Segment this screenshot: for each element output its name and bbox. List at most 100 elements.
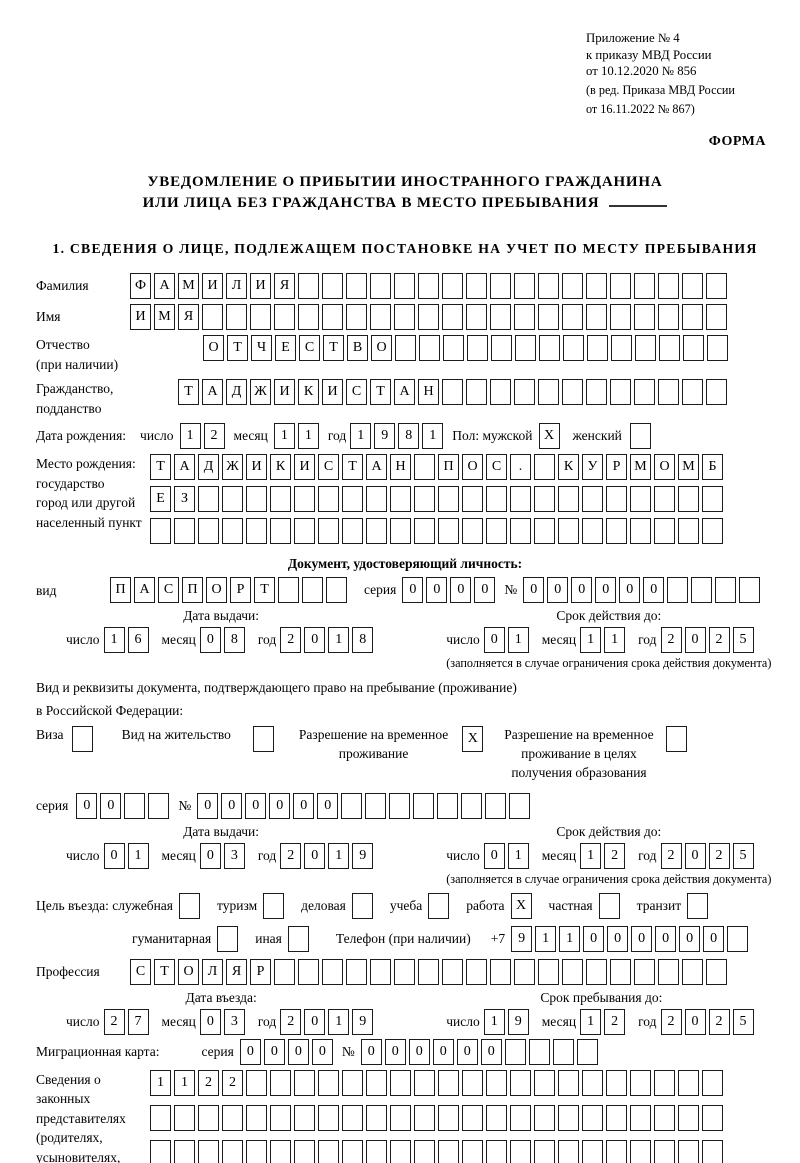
char-box[interactable] (414, 1139, 435, 1163)
sex-female-checkbox[interactable] (629, 423, 654, 450)
char-box[interactable] (706, 304, 727, 331)
char-box[interactable] (174, 518, 195, 545)
char-box[interactable] (562, 273, 583, 300)
char-box[interactable]: 1 (328, 627, 350, 654)
char-box[interactable]: 0 (304, 1008, 326, 1035)
char-box[interactable] (658, 958, 679, 985)
char-box[interactable] (610, 379, 631, 406)
char-box[interactable] (611, 335, 632, 362)
char-box[interactable] (390, 518, 411, 545)
char-box[interactable]: 1 (328, 1008, 350, 1035)
char-box[interactable]: 9 (352, 842, 374, 869)
char-box[interactable]: 0 (571, 577, 593, 604)
char-box[interactable] (342, 1139, 363, 1163)
char-box[interactable] (510, 518, 531, 545)
char-box[interactable] (682, 379, 703, 406)
char-box[interactable]: 0 (483, 842, 505, 869)
char-box[interactable] (558, 1139, 579, 1163)
char-box[interactable]: А (134, 577, 155, 604)
char-box[interactable] (514, 379, 535, 406)
char-box[interactable] (346, 958, 367, 985)
char-box[interactable] (342, 1069, 363, 1096)
char-box[interactable]: 0 (426, 577, 448, 604)
char-box[interactable] (634, 379, 655, 406)
char-box[interactable]: М (154, 304, 175, 331)
char-box[interactable] (538, 273, 559, 300)
char-box[interactable] (538, 304, 559, 331)
char-box[interactable] (586, 304, 607, 331)
char-box[interactable]: 1 (174, 1069, 195, 1096)
char-box[interactable]: 0 (450, 577, 472, 604)
char-box[interactable] (606, 1069, 627, 1096)
char-box[interactable] (462, 1104, 483, 1131)
char-box[interactable] (390, 1104, 411, 1131)
char-box[interactable]: Я (274, 273, 295, 300)
char-box[interactable]: М (630, 454, 651, 481)
char-box[interactable]: О (654, 454, 675, 481)
char-box[interactable] (630, 486, 651, 513)
char-box[interactable]: 1 (273, 423, 295, 450)
char-box[interactable] (582, 486, 603, 513)
char-box[interactable]: 0 (619, 577, 641, 604)
char-box[interactable] (263, 892, 285, 919)
char-box[interactable] (534, 1069, 555, 1096)
char-box[interactable] (702, 1069, 723, 1096)
char-box[interactable]: 0 (103, 842, 125, 869)
char-box[interactable]: 0 (684, 627, 706, 654)
birth-place-line3[interactable] (150, 518, 726, 545)
char-box[interactable]: М (678, 454, 699, 481)
char-box[interactable] (562, 304, 583, 331)
char-box[interactable]: Т (150, 454, 171, 481)
char-box[interactable]: 2 (203, 423, 225, 450)
char-box[interactable] (366, 1069, 387, 1096)
char-box[interactable] (246, 1104, 267, 1131)
char-box[interactable] (418, 273, 439, 300)
char-box[interactable]: 1 (580, 627, 602, 654)
char-box[interactable] (707, 335, 728, 362)
purpose-tourism-checkbox[interactable] (263, 892, 287, 919)
char-box[interactable] (510, 1069, 531, 1096)
char-box[interactable] (414, 454, 435, 481)
char-box[interactable] (538, 958, 559, 985)
char-box[interactable]: Т (227, 335, 248, 362)
temp-residence-edu-checkbox[interactable] (665, 725, 690, 752)
char-box[interactable] (124, 792, 146, 819)
char-box[interactable] (222, 486, 243, 513)
char-box[interactable]: К (270, 454, 291, 481)
char-box[interactable]: 5 (732, 842, 754, 869)
char-box[interactable] (490, 379, 511, 406)
char-box[interactable] (654, 518, 675, 545)
char-box[interactable] (504, 1038, 526, 1065)
char-box[interactable]: 9 (511, 925, 533, 952)
char-box[interactable]: Ф (130, 273, 151, 300)
char-box[interactable] (606, 1139, 627, 1163)
char-box[interactable]: О (178, 958, 199, 985)
char-box[interactable]: 8 (352, 627, 374, 654)
char-box[interactable] (298, 958, 319, 985)
char-box[interactable]: П (110, 577, 131, 604)
char-box[interactable]: 0 (197, 792, 219, 819)
char-box[interactable]: 5 (732, 1008, 754, 1035)
char-box[interactable]: Т (154, 958, 175, 985)
char-box[interactable]: Р (230, 577, 251, 604)
char-box[interactable]: 8 (398, 423, 420, 450)
char-box[interactable] (558, 486, 579, 513)
char-box[interactable] (366, 1104, 387, 1131)
char-box[interactable]: 2 (280, 842, 302, 869)
char-box[interactable] (222, 518, 243, 545)
char-box[interactable]: О (371, 335, 392, 362)
char-box[interactable] (418, 304, 439, 331)
char-box[interactable]: 1 (297, 423, 319, 450)
char-box[interactable]: 1 (328, 842, 350, 869)
char-box[interactable] (634, 958, 655, 985)
char-box[interactable] (582, 518, 603, 545)
char-box[interactable] (346, 273, 367, 300)
char-box[interactable] (318, 518, 339, 545)
